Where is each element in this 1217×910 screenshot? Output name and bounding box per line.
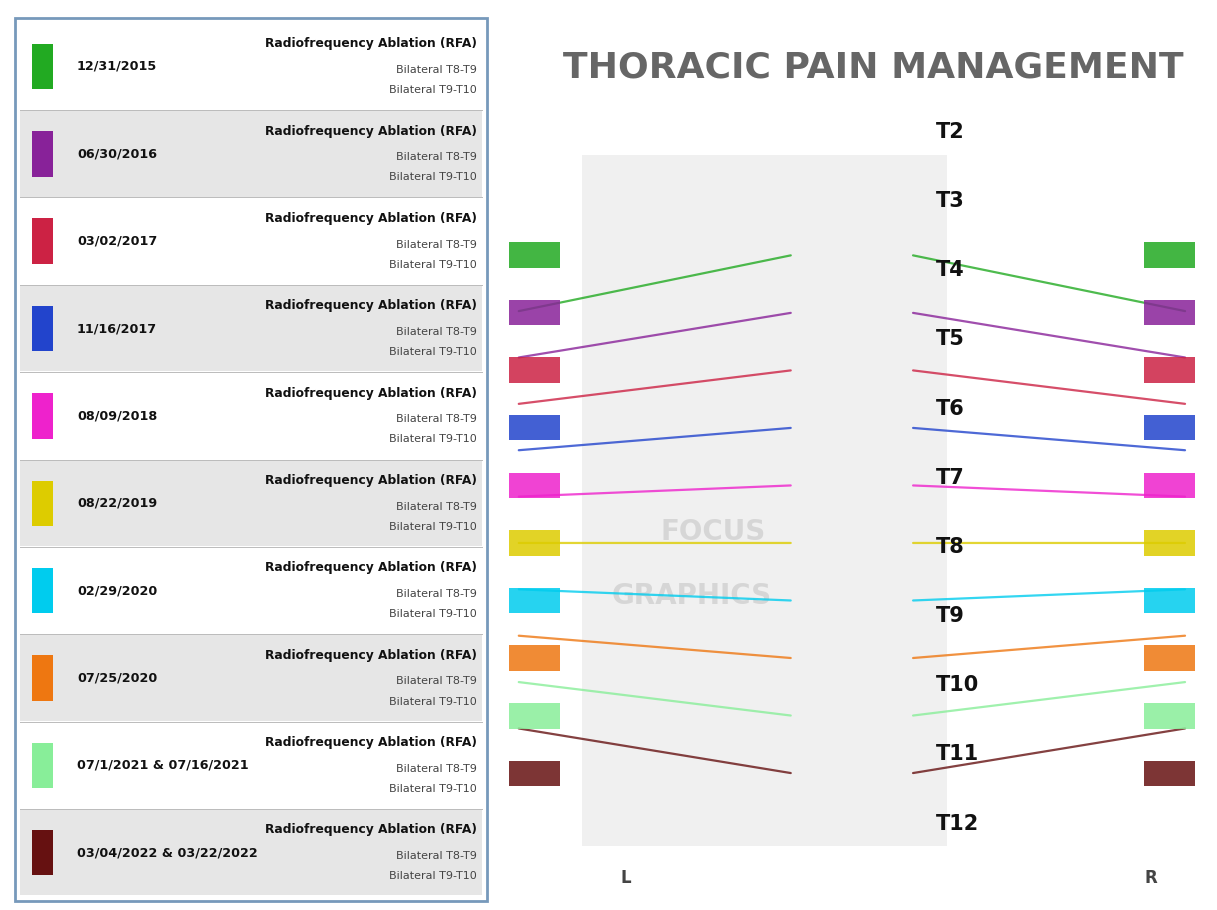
- FancyBboxPatch shape: [15, 18, 487, 901]
- Bar: [19, 547, 482, 633]
- Bar: [509, 358, 560, 383]
- Bar: [33, 480, 54, 526]
- Bar: [33, 393, 54, 439]
- Text: T9: T9: [936, 606, 965, 626]
- Text: T12: T12: [936, 814, 980, 834]
- Bar: [1144, 531, 1195, 556]
- Text: L: L: [621, 869, 630, 887]
- Text: T6: T6: [936, 399, 965, 419]
- Text: 07/25/2020: 07/25/2020: [77, 672, 157, 684]
- Bar: [582, 155, 947, 846]
- Text: T5: T5: [936, 329, 965, 349]
- Bar: [509, 645, 560, 671]
- Text: Radiofrequency Ablation (RFA): Radiofrequency Ablation (RFA): [265, 212, 477, 225]
- Text: T3: T3: [936, 191, 965, 211]
- Text: Radiofrequency Ablation (RFA): Radiofrequency Ablation (RFA): [265, 649, 477, 662]
- Bar: [509, 703, 560, 729]
- Bar: [33, 655, 54, 701]
- Text: Radiofrequency Ablation (RFA): Radiofrequency Ablation (RFA): [265, 299, 477, 312]
- Text: 06/30/2016: 06/30/2016: [77, 147, 157, 160]
- Bar: [509, 761, 560, 786]
- Text: T11: T11: [936, 744, 980, 764]
- Bar: [33, 306, 54, 351]
- Text: 07/1/2021 & 07/16/2021: 07/1/2021 & 07/16/2021: [77, 759, 248, 772]
- Text: 12/31/2015: 12/31/2015: [77, 60, 157, 73]
- Text: Radiofrequency Ablation (RFA): Radiofrequency Ablation (RFA): [265, 387, 477, 399]
- Text: Bilateral T9-T10: Bilateral T9-T10: [389, 871, 477, 881]
- Text: 08/09/2018: 08/09/2018: [77, 410, 157, 422]
- Text: Bilateral T9-T10: Bilateral T9-T10: [389, 85, 477, 95]
- Text: Bilateral T9-T10: Bilateral T9-T10: [389, 347, 477, 357]
- Bar: [509, 299, 560, 325]
- Bar: [509, 588, 560, 613]
- Text: Bilateral T9-T10: Bilateral T9-T10: [389, 696, 477, 706]
- Text: Radiofrequency Ablation (RFA): Radiofrequency Ablation (RFA): [265, 824, 477, 836]
- Text: T4: T4: [936, 260, 965, 280]
- Bar: [19, 285, 482, 371]
- Text: Radiofrequency Ablation (RFA): Radiofrequency Ablation (RFA): [265, 37, 477, 50]
- Bar: [1144, 645, 1195, 671]
- Text: 03/02/2017: 03/02/2017: [77, 235, 157, 248]
- Bar: [19, 23, 482, 109]
- Bar: [19, 809, 482, 895]
- Text: 02/29/2020: 02/29/2020: [77, 584, 157, 597]
- Text: THORACIC PAIN MANAGEMENT: THORACIC PAIN MANAGEMENT: [563, 50, 1184, 84]
- Text: Bilateral T9-T10: Bilateral T9-T10: [389, 434, 477, 444]
- Bar: [1144, 299, 1195, 325]
- Text: Radiofrequency Ablation (RFA): Radiofrequency Ablation (RFA): [265, 125, 477, 137]
- Bar: [19, 372, 482, 459]
- Bar: [1144, 358, 1195, 383]
- Text: GRAPHICS: GRAPHICS: [611, 582, 772, 610]
- Text: FOCUS: FOCUS: [661, 519, 765, 546]
- Bar: [509, 242, 560, 268]
- Text: Bilateral T8-T9: Bilateral T8-T9: [396, 851, 477, 861]
- Text: Bilateral T9-T10: Bilateral T9-T10: [389, 172, 477, 182]
- Text: Bilateral T8-T9: Bilateral T8-T9: [396, 414, 477, 424]
- Bar: [1144, 472, 1195, 498]
- Text: R: R: [1145, 869, 1157, 887]
- Text: Bilateral T8-T9: Bilateral T8-T9: [396, 589, 477, 599]
- Text: 03/04/2022 & 03/22/2022: 03/04/2022 & 03/22/2022: [77, 846, 258, 859]
- Bar: [1144, 415, 1195, 440]
- Bar: [509, 472, 560, 498]
- Text: Bilateral T9-T10: Bilateral T9-T10: [389, 784, 477, 794]
- Text: T8: T8: [936, 537, 965, 557]
- Bar: [33, 44, 54, 89]
- Text: Bilateral T9-T10: Bilateral T9-T10: [389, 521, 477, 531]
- Text: Bilateral T8-T9: Bilateral T8-T9: [396, 239, 477, 249]
- Text: Bilateral T8-T9: Bilateral T8-T9: [396, 65, 477, 75]
- Text: Bilateral T8-T9: Bilateral T8-T9: [396, 327, 477, 337]
- Text: Radiofrequency Ablation (RFA): Radiofrequency Ablation (RFA): [265, 561, 477, 574]
- Bar: [19, 197, 482, 284]
- Bar: [19, 634, 482, 721]
- Text: Bilateral T9-T10: Bilateral T9-T10: [389, 259, 477, 269]
- Bar: [19, 110, 482, 197]
- Text: Bilateral T8-T9: Bilateral T8-T9: [396, 676, 477, 686]
- Text: Bilateral T8-T9: Bilateral T8-T9: [396, 763, 477, 774]
- Bar: [509, 531, 560, 556]
- Bar: [33, 218, 54, 264]
- Bar: [1144, 242, 1195, 268]
- Bar: [19, 722, 482, 808]
- Text: T7: T7: [936, 468, 965, 488]
- Text: 08/22/2019: 08/22/2019: [77, 497, 157, 510]
- Bar: [509, 415, 560, 440]
- Text: Radiofrequency Ablation (RFA): Radiofrequency Ablation (RFA): [265, 474, 477, 487]
- Bar: [33, 568, 54, 613]
- Bar: [33, 743, 54, 788]
- Text: Bilateral T8-T9: Bilateral T8-T9: [396, 501, 477, 511]
- Bar: [1144, 588, 1195, 613]
- Text: Radiofrequency Ablation (RFA): Radiofrequency Ablation (RFA): [265, 736, 477, 749]
- Bar: [1144, 761, 1195, 786]
- Bar: [1144, 703, 1195, 729]
- Text: T10: T10: [936, 675, 980, 695]
- Bar: [33, 830, 54, 875]
- Text: Bilateral T8-T9: Bilateral T8-T9: [396, 152, 477, 162]
- Bar: [33, 131, 54, 177]
- Bar: [19, 460, 482, 546]
- Text: 11/16/2017: 11/16/2017: [77, 322, 157, 335]
- Text: T2: T2: [936, 122, 965, 142]
- Text: Bilateral T9-T10: Bilateral T9-T10: [389, 609, 477, 619]
